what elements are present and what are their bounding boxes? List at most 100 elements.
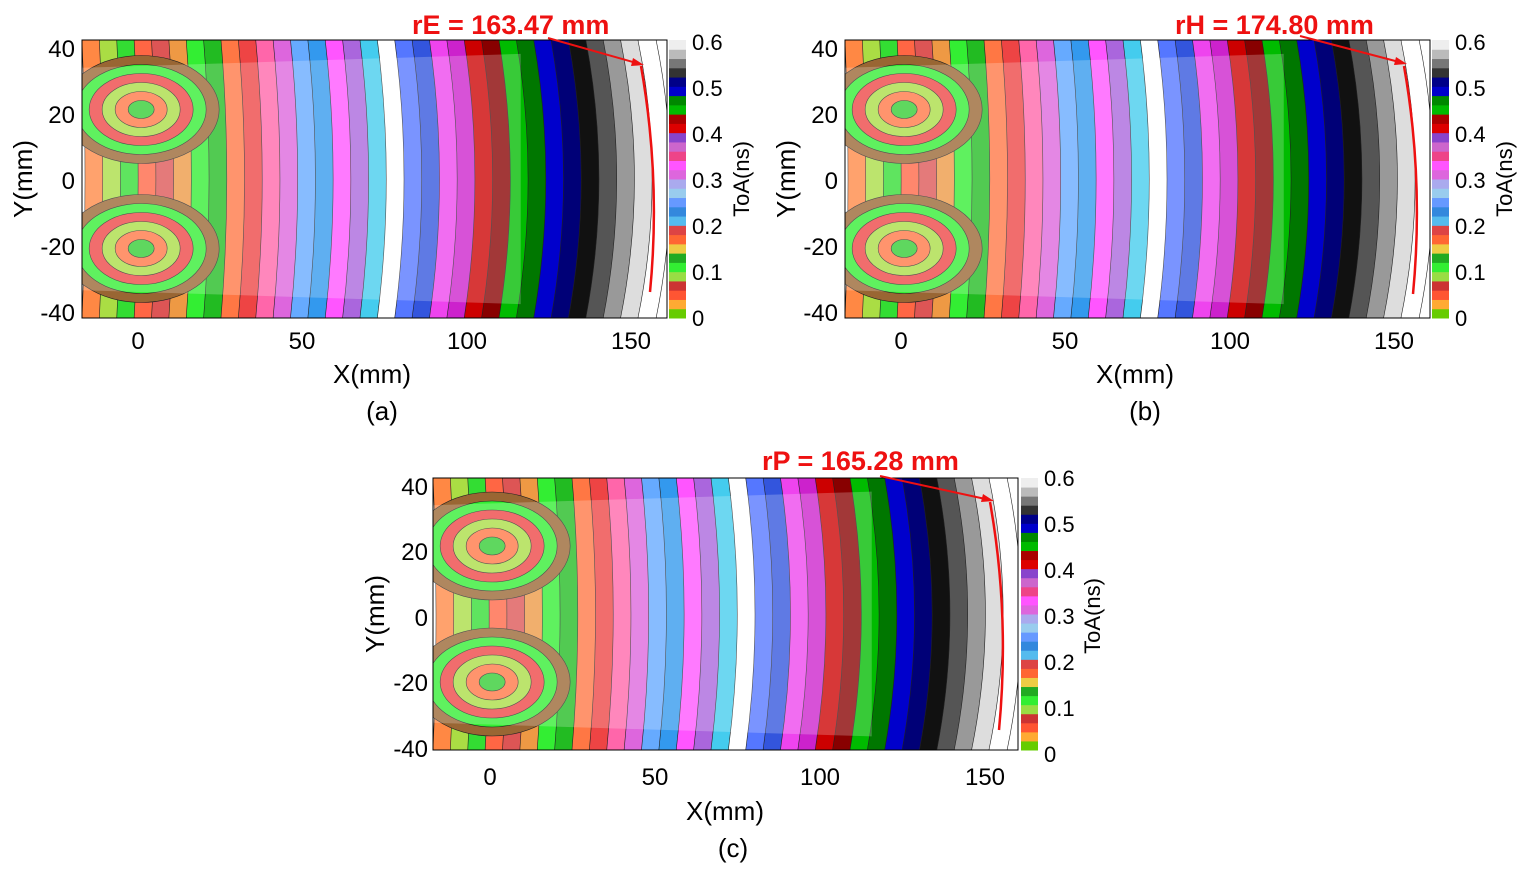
colorbar-swatch-a-21 [669,114,686,124]
caption-c: (c) [718,833,748,863]
beam-overlay-a [82,53,521,305]
colorbar-swatch-c-14 [1021,614,1038,624]
colorbar-b [1432,40,1449,319]
cb-tick-a-5: 0.5 [692,76,723,101]
source-contour-b-1-1 [890,239,918,258]
panel-a: 40 20 0 -20 -40 0 50 100 150 X(mm) Y(mm)… [8,10,754,426]
colorbar-swatch-b-24 [1432,86,1449,97]
colorbar-swatch-a-23 [669,95,686,106]
colorbar-swatch-c-5 [1021,695,1038,706]
cb-tick-c-1: 0.1 [1044,696,1075,721]
colorbar-swatch-c-4 [1021,704,1038,715]
y-axis-label-b: Y(mm) [771,140,801,218]
x-ticks-c: 0 50 100 150 [483,764,1005,791]
x-axis-label-c: X(mm) [686,796,764,826]
y-tick-c-2: 0 [415,605,428,632]
panel-b: 40 20 0 -20 -40 0 50 100 150 X(mm) Y(mm)… [771,10,1517,426]
x-tick-a-0: 0 [131,328,144,355]
beam-overlay-c [433,491,872,737]
plot-frame-a [81,39,668,319]
colorbar-swatch-c-21 [1021,550,1038,561]
colorbar-swatch-c-26 [1021,505,1038,515]
cb-tick-b-3: 0.3 [1455,168,1486,193]
x-tick-b-1: 50 [1052,328,1079,355]
colorbar-swatch-b-18 [1432,141,1449,152]
colorbar-swatch-a-26 [669,67,686,78]
colorbar-swatch-b-2 [1432,290,1449,300]
cb-tick-b-6: 0.6 [1455,30,1486,55]
colorbar-swatch-b-20 [1432,123,1449,134]
colorbar-ticks-c: 0 0.1 0.2 0.3 0.4 0.5 0.6 [1044,466,1075,767]
colorbar-swatch-a-7 [669,243,686,254]
colorbar-swatch-c-1 [1021,731,1038,742]
colorbar-swatch-b-13 [1432,188,1449,199]
colorbar-label-b: ToA(ns) [1492,141,1517,217]
colorbar-swatch-b-4 [1432,271,1449,282]
colorbar-swatch-a-24 [669,86,686,97]
colorbar-swatch-b-12 [1432,197,1449,208]
y-ticks-a: 40 20 0 -20 -40 [40,36,75,327]
caption-b: (b) [1129,396,1161,426]
cb-tick-c-5: 0.5 [1044,512,1075,537]
colorbar-swatch-c-16 [1021,595,1038,606]
colorbar-label-c: ToA(ns) [1080,578,1105,654]
colorbar-swatch-b-11 [1432,206,1449,217]
colorbar-swatch-a-4 [669,271,686,282]
colorbar-swatch-c-8 [1021,668,1038,678]
colorbar-swatch-b-23 [1432,95,1449,106]
colorbar-swatch-b-5 [1432,262,1449,273]
y-axis-label-a: Y(mm) [8,140,38,218]
colorbar-swatch-c-28 [1021,487,1038,497]
colorbar-swatch-a-14 [669,179,686,189]
colorbar-ticks-a: 0 0.1 0.2 0.3 0.4 0.5 0.6 [692,30,723,331]
colorbar-swatch-a-3 [669,280,686,291]
x-tick-c-1: 50 [642,764,669,791]
cb-tick-b-1: 0.1 [1455,260,1486,285]
colorbar-swatch-b-1 [1432,299,1449,310]
colorbar-swatch-b-21 [1432,114,1449,124]
annotation-arrowhead-b [1394,57,1407,65]
colorbar-swatch-b-8 [1432,234,1449,245]
x-tick-a-2: 100 [447,328,487,355]
annotation-arrow-c [879,475,991,501]
colorbar-swatch-b-14 [1432,179,1449,189]
annotation-b: rH = 174.80 mm [1175,10,1374,40]
y-tick-c-1: 20 [401,539,428,566]
colorbar-swatch-a-17 [669,151,686,161]
y-tick-a-4: -40 [40,300,75,327]
colorbar-swatch-a-12 [669,197,686,208]
colorbar-swatch-c-11 [1021,641,1038,651]
source-contour-a-1-1 [127,239,155,258]
contour-band-c-32 [988,478,1018,750]
x-tick-b-0: 0 [894,328,907,355]
cb-tick-c-0: 0 [1044,742,1056,767]
y-tick-b-3: -20 [803,234,838,261]
y-tick-a-1: 20 [48,102,75,129]
colorbar-swatch-b-6 [1432,253,1449,263]
colorbar-label-a: ToA(ns) [729,141,754,217]
colorbar-swatch-a-5 [669,262,686,273]
colorbar-swatch-c-27 [1021,496,1038,506]
colorbar-swatch-c-10 [1021,650,1038,660]
cb-tick-a-3: 0.3 [692,168,723,193]
x-axis-label-b: X(mm) [1096,359,1174,389]
source-contour-a-0-1 [127,100,155,119]
colorbar-swatch-a-25 [669,77,686,87]
colorbar-swatch-a-8 [669,234,686,245]
colorbar-a [669,40,686,319]
colorbar-swatch-a-11 [669,206,686,217]
cb-tick-b-0: 0 [1455,306,1467,331]
colorbar-swatch-a-1 [669,299,686,310]
colorbar-swatch-a-10 [669,216,686,226]
source-contour-b-0-1 [890,100,918,119]
colorbar-ticks-b: 0 0.1 0.2 0.3 0.4 0.5 0.6 [1455,30,1486,331]
caption-a: (a) [366,396,398,426]
colorbar-swatch-a-18 [669,141,686,152]
x-tick-c-3: 150 [965,764,1005,791]
colorbar-swatch-a-20 [669,123,686,134]
colorbar-swatch-a-15 [669,169,686,180]
colorbar-swatch-b-27 [1432,58,1449,69]
x-ticks-b: 0 50 100 150 [894,328,1414,355]
annotation-c: rP = 165.28 mm [762,446,959,476]
